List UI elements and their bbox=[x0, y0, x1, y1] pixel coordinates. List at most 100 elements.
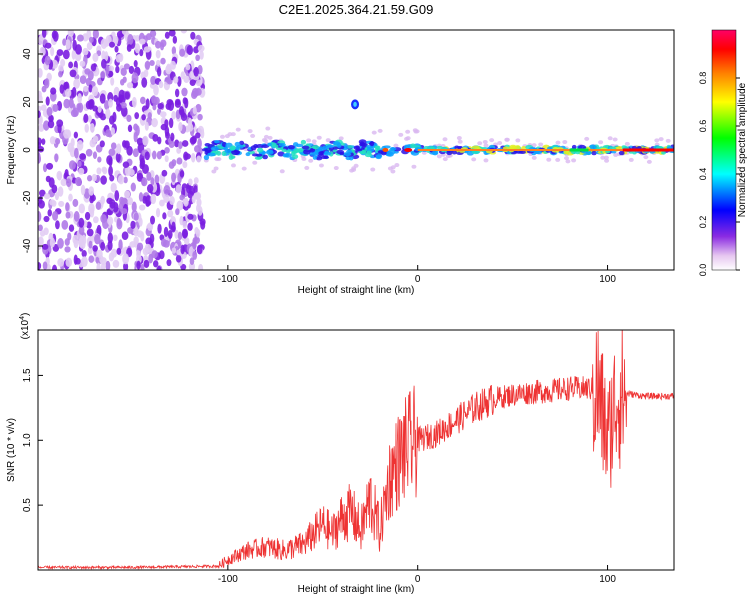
band-halo bbox=[456, 136, 462, 141]
noise-blob bbox=[105, 260, 111, 270]
noise-blob bbox=[177, 231, 183, 241]
noise-blob bbox=[59, 84, 65, 94]
noise-blob bbox=[50, 87, 57, 95]
noise-blob bbox=[200, 220, 206, 230]
band-halo bbox=[405, 129, 411, 134]
signal-band-cell bbox=[261, 144, 270, 149]
spectrogram-y-tick-label: -40 bbox=[22, 238, 33, 253]
noise-blob bbox=[38, 211, 42, 222]
noise-blob bbox=[107, 216, 114, 226]
signal-band-cell bbox=[364, 152, 373, 158]
noise-blob bbox=[68, 61, 74, 69]
signal-band-cell bbox=[254, 156, 262, 160]
noise-blob bbox=[99, 140, 105, 148]
noise-blob bbox=[182, 97, 188, 105]
band-halo bbox=[390, 169, 396, 174]
noise-blob bbox=[199, 50, 204, 60]
signal-band-cell bbox=[589, 144, 597, 150]
noise-blob bbox=[51, 59, 59, 69]
noise-blob bbox=[62, 38, 67, 46]
noise-blob bbox=[138, 204, 146, 211]
spectrogram-x-tick-label: -100 bbox=[218, 274, 238, 285]
signal-band-cell bbox=[571, 144, 577, 150]
noise-blob bbox=[180, 112, 188, 122]
noise-blob bbox=[139, 263, 145, 270]
noise-blob bbox=[86, 175, 93, 182]
noise-blob bbox=[82, 85, 89, 92]
noise-blob bbox=[51, 184, 58, 194]
signal-band-cell bbox=[292, 154, 299, 160]
band-halo bbox=[405, 136, 411, 141]
noise-blob bbox=[82, 47, 89, 56]
noise-blob bbox=[144, 151, 150, 161]
band-halo bbox=[604, 158, 610, 163]
noise-blob bbox=[187, 123, 194, 132]
spectrogram-y-label: Frequency (Hz) bbox=[6, 116, 17, 185]
noise-blob bbox=[118, 89, 126, 101]
noise-blob bbox=[186, 184, 192, 194]
noise-blob bbox=[181, 87, 188, 97]
signal-band-cell bbox=[616, 145, 623, 150]
noise-blob bbox=[41, 243, 49, 250]
noise-blob bbox=[175, 184, 182, 194]
noise-blob bbox=[178, 121, 183, 132]
noise-blob bbox=[189, 257, 195, 266]
noise-blob bbox=[108, 148, 116, 157]
noise-blob bbox=[84, 211, 91, 221]
noise-blob bbox=[38, 146, 45, 153]
noise-blob bbox=[151, 250, 158, 259]
band-halo bbox=[436, 154, 442, 159]
noise-blob bbox=[166, 99, 174, 106]
noise-blob bbox=[63, 98, 71, 109]
noise-blob bbox=[78, 203, 86, 214]
band-halo bbox=[230, 163, 236, 168]
noise-blob bbox=[185, 63, 191, 71]
noise-blob bbox=[55, 220, 60, 230]
noise-blob bbox=[49, 199, 56, 206]
signal-band-cell bbox=[228, 154, 234, 160]
noise-blob bbox=[141, 114, 146, 121]
spectrogram-x-label: Height of straight line (km) bbox=[298, 285, 415, 296]
noise-blob bbox=[165, 131, 170, 140]
noise-blob bbox=[90, 63, 97, 72]
noise-blob bbox=[195, 103, 202, 113]
band-halo bbox=[482, 139, 488, 144]
noise-blob bbox=[152, 133, 159, 142]
noise-blob bbox=[134, 43, 141, 54]
signal-band-cell bbox=[336, 149, 345, 155]
noise-blob bbox=[164, 147, 170, 154]
noise-blob bbox=[38, 195, 43, 205]
colorbar-tick-label: 0.0 bbox=[698, 264, 708, 277]
noise-blob bbox=[161, 169, 168, 177]
noise-blob bbox=[65, 257, 73, 268]
band-halo bbox=[515, 138, 521, 143]
noise-blob bbox=[64, 168, 69, 178]
noise-blob bbox=[57, 123, 62, 134]
noise-blob bbox=[164, 31, 170, 39]
noise-blob bbox=[166, 63, 172, 72]
noise-blob bbox=[183, 197, 189, 207]
noise-blob bbox=[144, 243, 152, 253]
noise-blob bbox=[163, 184, 171, 195]
noise-blob bbox=[58, 200, 65, 208]
noise-blob bbox=[52, 103, 59, 112]
signal-band-cell bbox=[514, 145, 521, 150]
signal-band-cell bbox=[377, 150, 384, 154]
noise-blob bbox=[176, 200, 184, 211]
noise-blob bbox=[88, 240, 93, 249]
chart-title: C2E1.2025.364.21.59.G09 bbox=[279, 2, 434, 17]
noise-blob bbox=[159, 199, 165, 207]
band-halo bbox=[613, 152, 619, 157]
noise-blob bbox=[191, 135, 197, 144]
snr-series-line bbox=[38, 330, 674, 570]
noise-blob bbox=[56, 119, 64, 128]
noise-blob bbox=[68, 224, 75, 232]
noise-blob bbox=[76, 103, 82, 111]
noise-blob bbox=[38, 123, 45, 132]
signal-band-cell bbox=[336, 143, 342, 148]
noise-blob bbox=[124, 91, 130, 100]
noise-blob bbox=[73, 131, 79, 139]
band-halo bbox=[562, 140, 568, 145]
spectrogram-x-tick-label: 100 bbox=[599, 274, 616, 285]
noise-blob bbox=[116, 103, 122, 112]
